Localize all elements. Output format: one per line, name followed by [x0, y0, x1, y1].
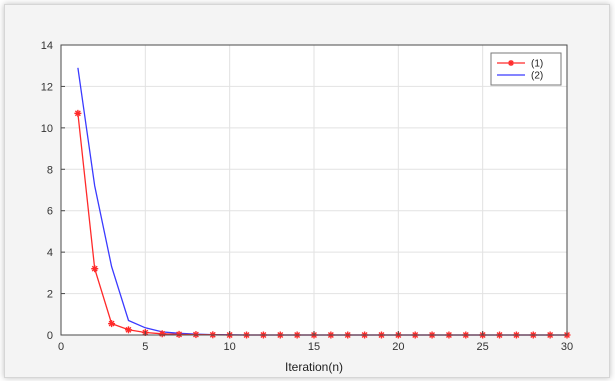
series-1-point — [108, 320, 116, 328]
marker-stroke — [108, 320, 115, 327]
x-axis-label: Iteration(n) — [285, 360, 343, 374]
x-tick-label: 15 — [308, 341, 320, 353]
tick-labels: 0 5 10 15 20 25 30 0 2 4 6 8 10 12 14 — [41, 40, 573, 353]
legend: (1)(2) — [490, 52, 562, 86]
series-1-point — [158, 330, 166, 338]
x-tick-label: 30 — [561, 341, 573, 353]
y-tick-label: 12 — [41, 81, 53, 93]
marker-stroke — [91, 265, 98, 272]
figure-frame: 0 5 10 15 20 25 30 0 2 4 6 8 10 12 14 Iteration(n) (1)… — [4, 4, 610, 378]
y-tick-label: 10 — [41, 123, 53, 135]
legend-box — [490, 52, 562, 86]
marker-stroke — [74, 110, 81, 117]
x-tick-label: 5 — [142, 341, 148, 353]
x-tick-label: 0 — [58, 341, 64, 353]
marker-stroke — [176, 331, 183, 338]
y-tick-label: 14 — [41, 40, 53, 52]
x-tick-label: 20 — [392, 341, 404, 353]
line-chart: 0 5 10 15 20 25 30 0 2 4 6 8 10 12 14 Iteration(n) (1)… — [41, 40, 573, 374]
x-tick-label: 25 — [477, 341, 489, 353]
y-tick-label: 0 — [47, 330, 53, 342]
y-tick-label: 2 — [47, 289, 53, 301]
legend-marker-1 — [508, 60, 514, 66]
series-1-point — [124, 326, 132, 334]
x-tick-label: 10 — [224, 341, 236, 353]
legend-label-2: (2) — [531, 71, 543, 82]
marker-stroke — [125, 326, 132, 333]
y-tick-label: 8 — [47, 164, 53, 176]
series-1-point — [91, 265, 99, 273]
y-tick-label: 6 — [47, 206, 53, 218]
legend-label-1: (1) — [531, 59, 543, 70]
y-tick-label: 4 — [47, 247, 53, 259]
series-1-point — [175, 330, 183, 338]
series-1-point — [74, 109, 82, 117]
marker-stroke — [508, 60, 514, 66]
